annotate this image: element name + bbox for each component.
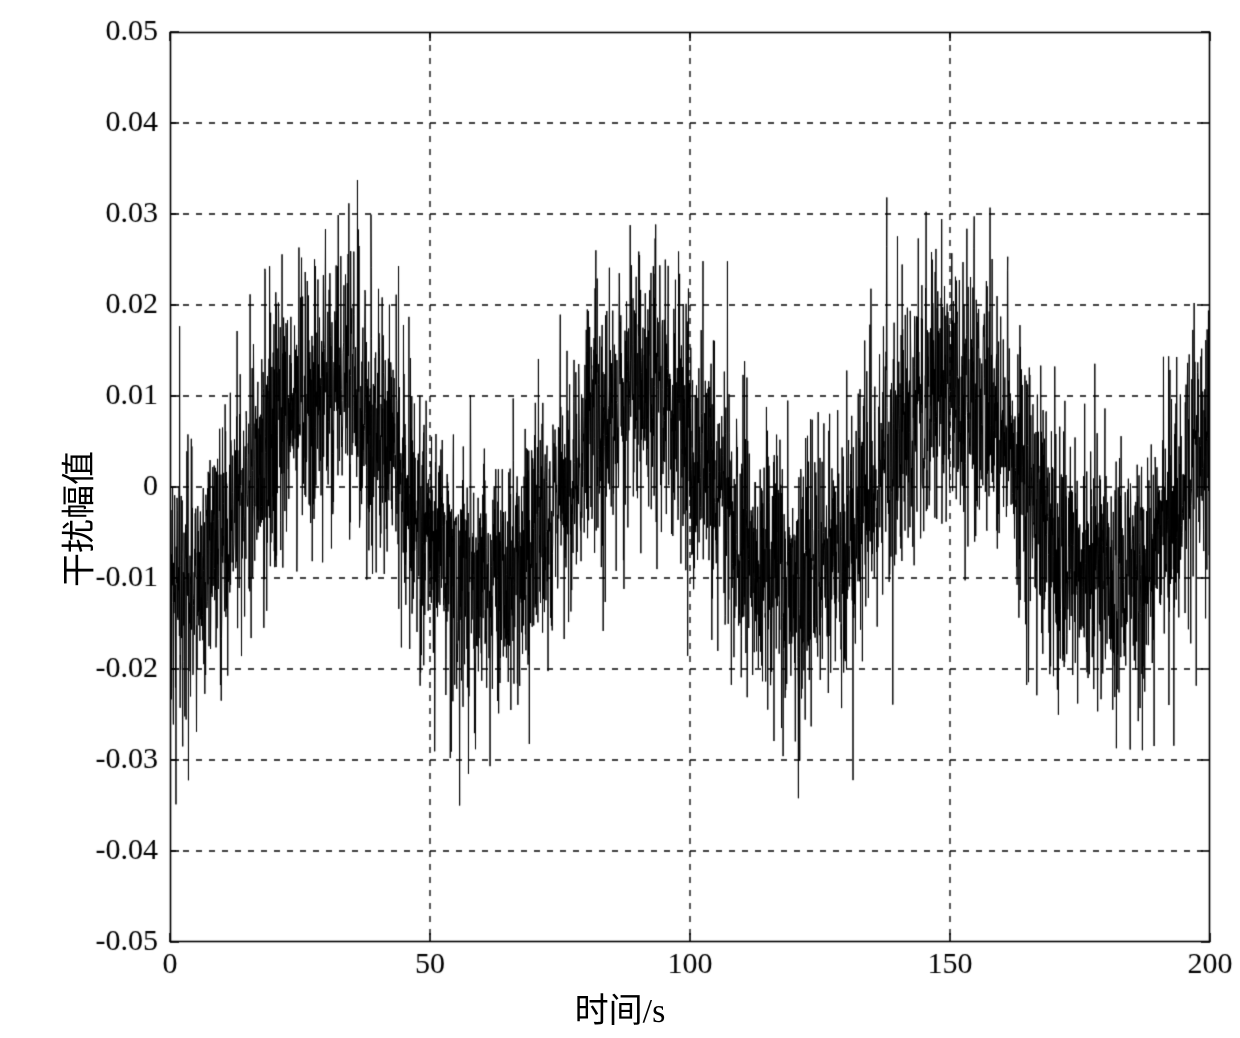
disturbance-chart: 干扰幅值 时间/s — [0, 0, 1240, 1038]
chart-canvas — [0, 0, 1240, 1038]
x-axis-label: 时间/s — [575, 983, 666, 1032]
y-axis-label: 干扰幅值 — [52, 451, 101, 587]
